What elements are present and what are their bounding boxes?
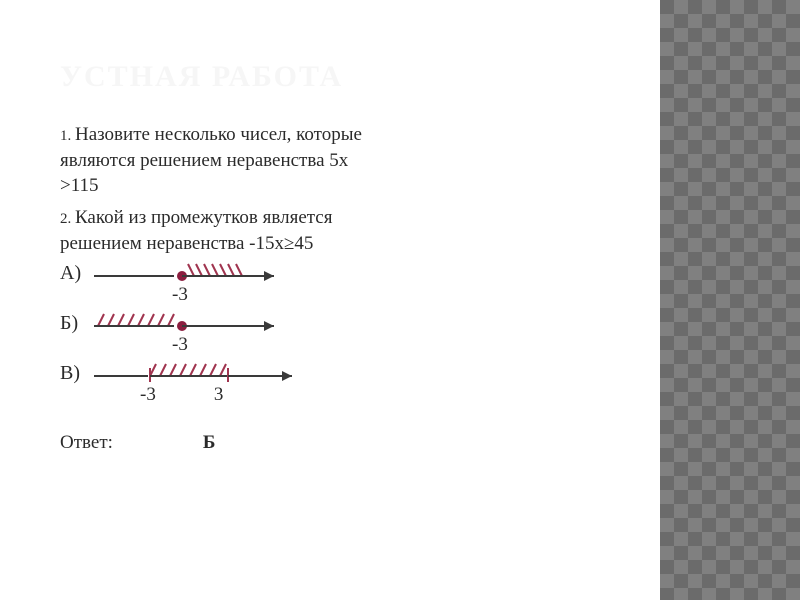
option-a-label: А) xyxy=(60,260,94,285)
option-a-diagram xyxy=(94,260,294,286)
option-b-tick: -3 xyxy=(172,334,188,356)
q2-line2: решением неравенства -15х≥45 xyxy=(60,233,313,254)
slide-content: УСТНАЯ РАБОТА 1. Назовите несколько чисе… xyxy=(60,60,620,454)
option-a-tick: -3 xyxy=(172,284,188,306)
option-b-ticks: -3 xyxy=(94,334,620,356)
answer-row: Ответ: Б xyxy=(60,432,620,454)
question-2: 2. Какой из промежутков является решение… xyxy=(60,205,620,256)
answer-label: Ответ: xyxy=(60,432,113,454)
q1-line3: >115 xyxy=(60,175,99,196)
q2-number: 2. xyxy=(60,211,75,227)
option-a-ticks: -3 xyxy=(94,284,620,306)
option-b-diagram xyxy=(94,310,294,336)
q2-line1: Какой из промежутков является xyxy=(75,207,332,228)
option-c-label: В) xyxy=(60,360,94,385)
option-a: А) xyxy=(60,260,620,286)
option-c-tick1: -3 xyxy=(140,384,156,406)
page-title: УСТНАЯ РАБОТА xyxy=(60,60,620,94)
q1-line1: Назовите несколько чисел, которые xyxy=(75,124,362,145)
option-c-ticks: -3 3 xyxy=(94,384,620,406)
option-c-diagram xyxy=(94,360,314,386)
option-c: В) xyxy=(60,360,620,386)
question-1: 1. Назовите несколько чисел, которые явл… xyxy=(60,122,620,199)
q1-line2: являются решением неравенства 5х xyxy=(60,150,348,171)
option-c-tick2: 3 xyxy=(214,384,224,406)
side-pattern xyxy=(660,0,800,600)
option-b-label: Б) xyxy=(60,310,94,335)
answer-value: Б xyxy=(203,432,216,454)
option-b: Б) xyxy=(60,310,620,336)
q1-number: 1. xyxy=(60,128,75,144)
